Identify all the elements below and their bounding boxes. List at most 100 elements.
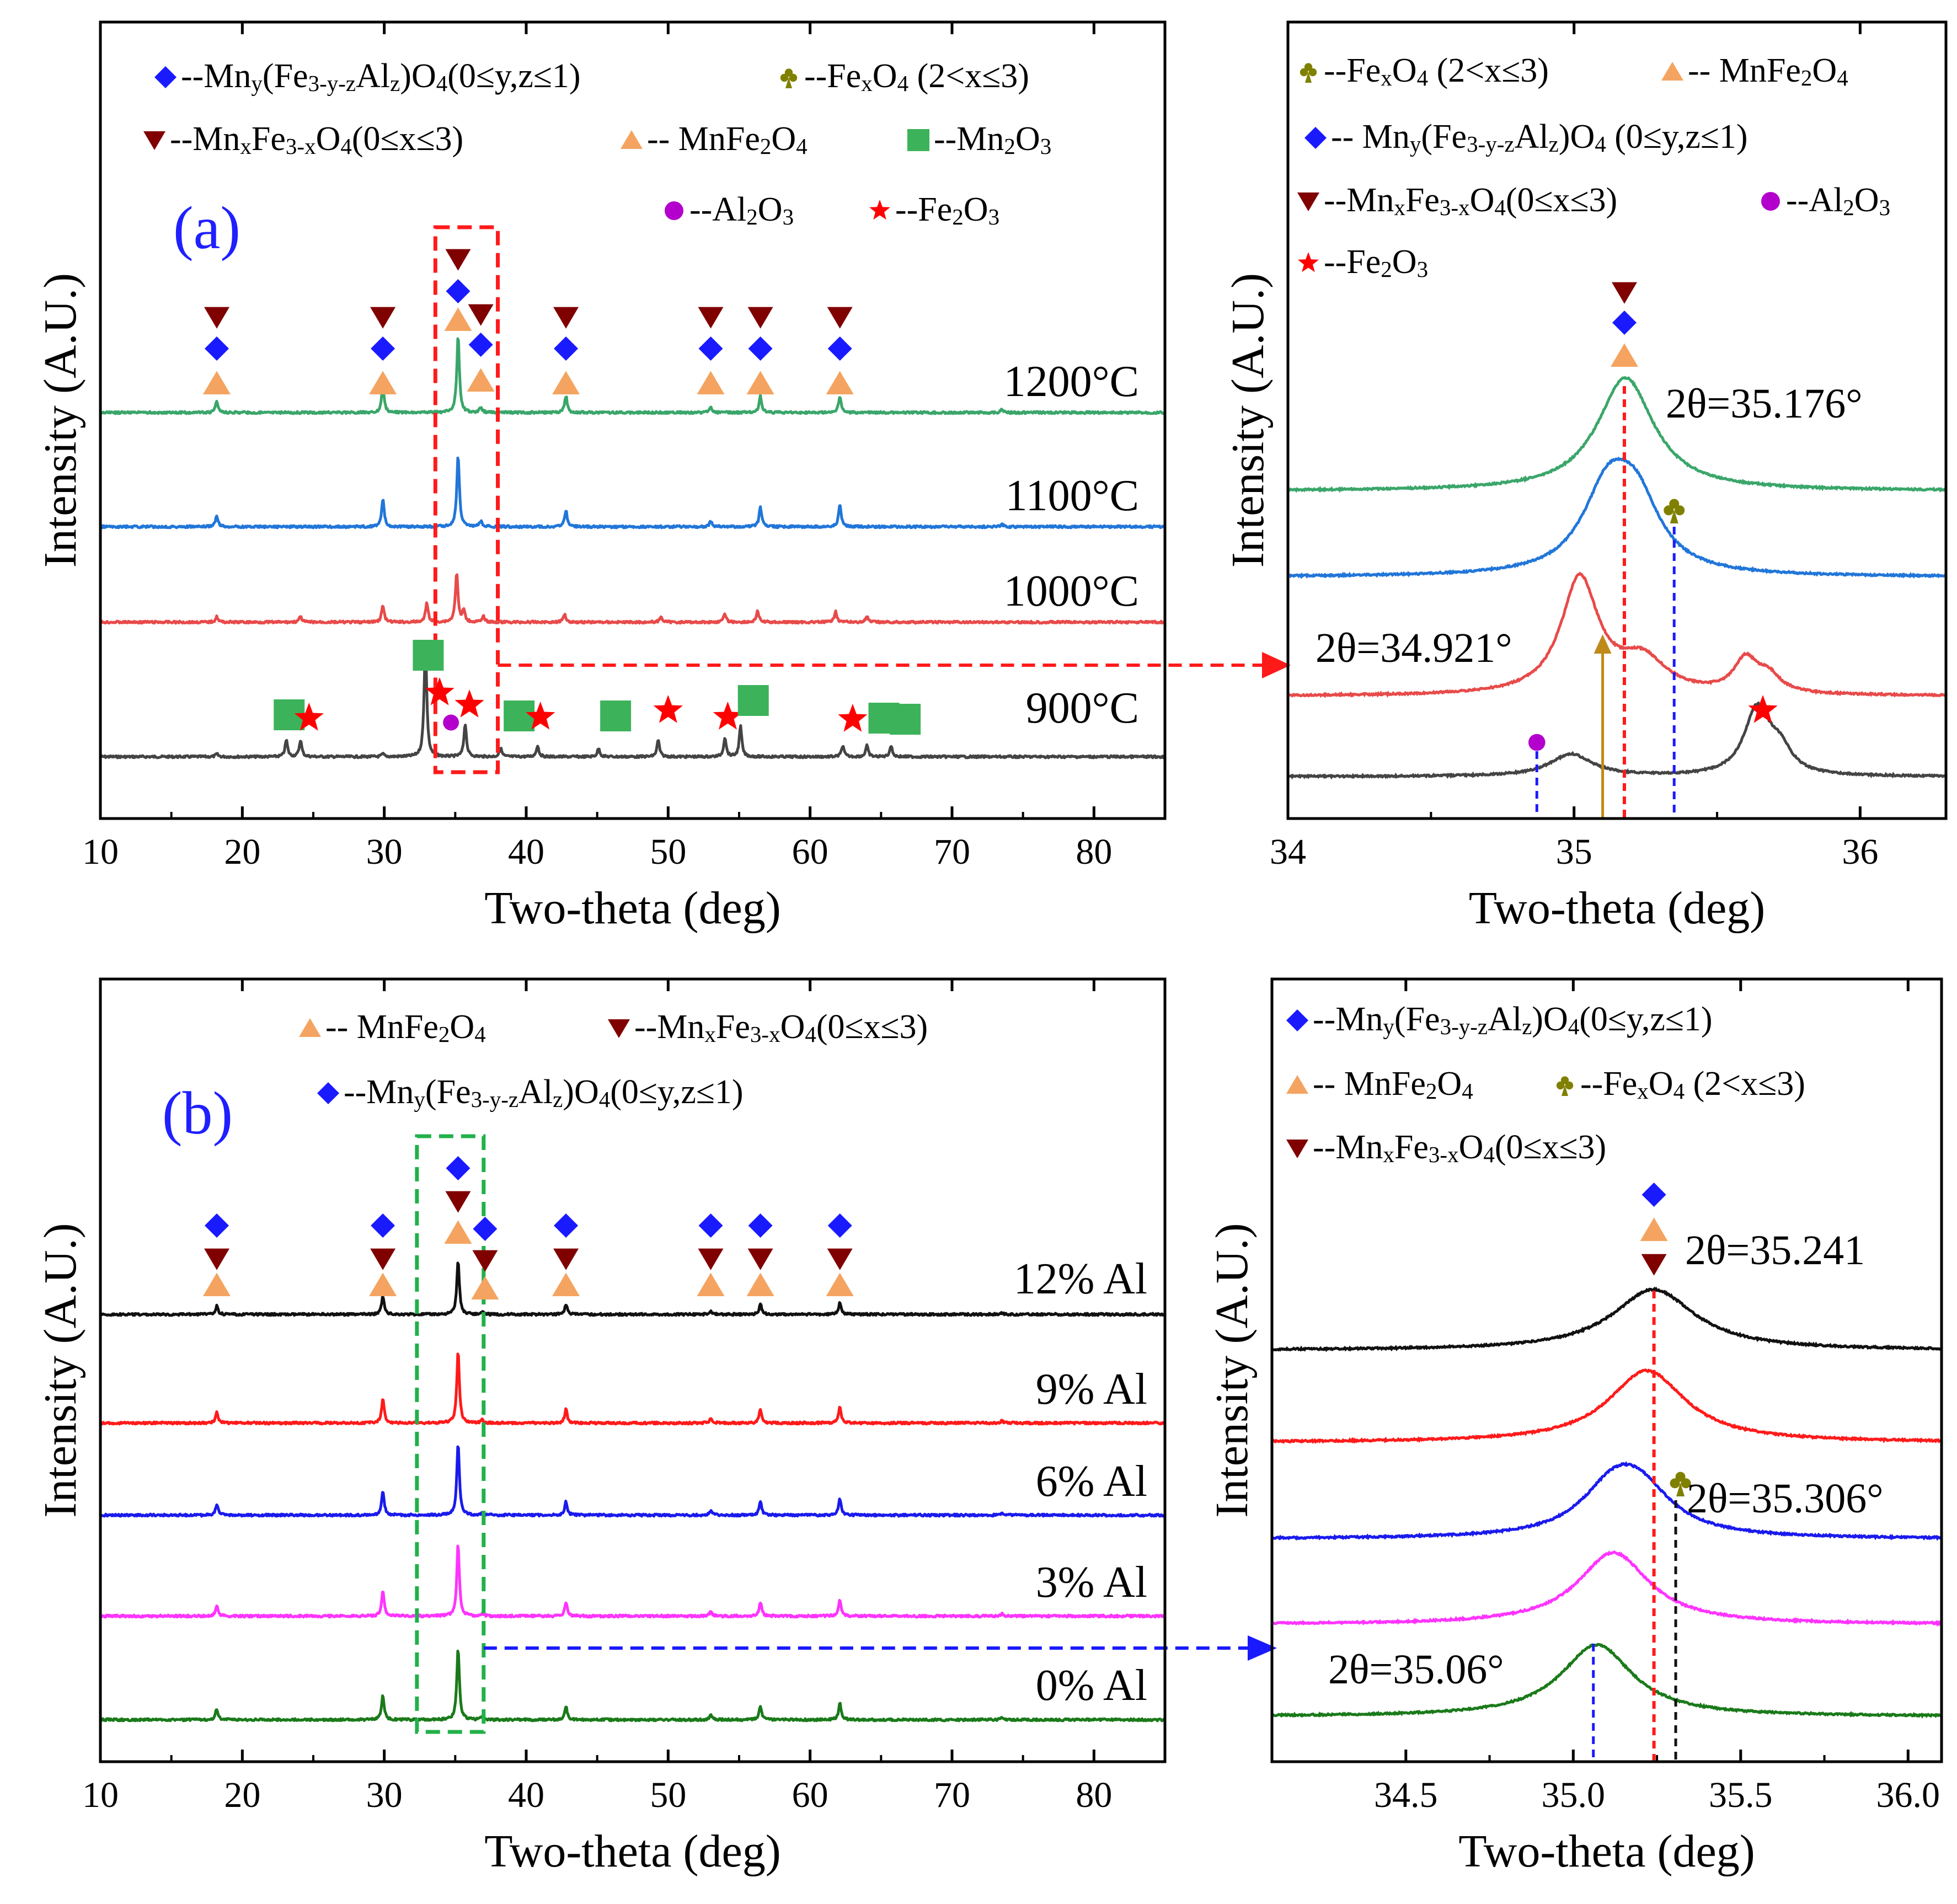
club-marker [1565, 1081, 1574, 1090]
diamond-marker [371, 1213, 395, 1238]
diamond-marker [827, 1213, 852, 1238]
star-marker [425, 677, 455, 705]
panel-b-x-tick-label: 40 [508, 1775, 544, 1815]
down-triangle-marker [445, 1191, 471, 1213]
up-triangle-marker [467, 368, 495, 392]
curve-0% Al [99, 1649, 1167, 1723]
up-triangle-marker [471, 1276, 499, 1299]
curve-6% Al [99, 1445, 1166, 1518]
diamond-marker [554, 1213, 579, 1238]
panel-b-x-tick-label: 30 [366, 1775, 403, 1815]
zoom-a-arrowhead [1594, 634, 1612, 654]
panel-a-x-tick-label: 60 [792, 832, 828, 872]
zoom-b-annotation-main: 2θ=35.241 [1685, 1227, 1865, 1274]
zoom-b-legend-mnfe2o4: -- MnFe2O4 [1313, 1065, 1473, 1104]
zoom-a-legend-mnfe2o4: -- MnFe2O4 [1688, 52, 1848, 90]
panel-a-zoom-x-tick-label: 35 [1556, 832, 1592, 872]
up-triangle-marker [621, 130, 643, 149]
panel-b-y-axis-title: Intensity (A.U.) [35, 1223, 86, 1517]
square-marker [600, 700, 632, 731]
curves-layer [99, 337, 1948, 1723]
curve-3% Al [99, 1544, 1166, 1619]
up-triangle-marker [369, 371, 397, 394]
curve-label: 1100°C [1006, 472, 1139, 520]
diamond-marker [827, 336, 852, 361]
panel-a-x-tick-label: 80 [1076, 832, 1112, 872]
panel-b-zoom-x-tick-label: 34.5 [1374, 1775, 1438, 1815]
panel-b-legend-mnxfe: --MnxFe3-xO4(0≤x≤3) [634, 1008, 928, 1047]
club-marker [1562, 1085, 1568, 1096]
star-marker [526, 702, 555, 730]
panel-b-zoom-x-axis-title: Two-theta (deg) [1458, 1826, 1755, 1877]
legend-spinel_al: --Mny(Fe3-y-zAlz)O4(0≤y,z≤1) [181, 57, 581, 96]
zoom-a-curve-1000°C [1287, 571, 1947, 699]
star-marker [455, 689, 484, 718]
square-marker [907, 129, 929, 151]
panel-a-x-tick-label: 70 [934, 832, 970, 872]
down-triangle-marker [827, 1248, 853, 1270]
markers-layer [143, 62, 1780, 1496]
panel-b-zoom-x-tick-label: 35.0 [1542, 1775, 1606, 1815]
down-triangle-marker [1286, 1140, 1308, 1158]
down-triangle-marker [698, 1248, 724, 1270]
diamond-marker [554, 336, 579, 361]
curve-9% Al [99, 1352, 1166, 1426]
up-triangle-marker [203, 371, 231, 394]
up-triangle-marker [444, 307, 472, 331]
curve-label: 6% Al [1036, 1457, 1147, 1506]
panel-a-x-tick-label: 10 [82, 832, 119, 872]
panel-a-link-arrowhead [1262, 652, 1291, 678]
down-triangle-marker [608, 1019, 630, 1038]
panel-a-x-axis-title: Two-theta (deg) [484, 883, 781, 934]
curve-label: 1000°C [1004, 567, 1139, 616]
curve-12% Al [99, 1261, 1166, 1317]
diamond-marker [468, 333, 493, 357]
zoom-b-curve-12% Al [1271, 1286, 1943, 1352]
zoom-a-annotation-main: 2θ=35.176° [1666, 381, 1863, 427]
panel-b-x-tick-label: 50 [650, 1775, 686, 1815]
diamond-marker [154, 66, 177, 88]
down-triangle-marker [553, 307, 579, 329]
zoom-a-curve-1100°C [1286, 456, 1947, 580]
star-marker [713, 702, 742, 730]
up-triangle-marker [746, 1272, 774, 1296]
up-triangle-marker [746, 371, 774, 394]
diamond-marker [698, 1213, 723, 1238]
down-triangle-marker [370, 307, 396, 329]
club-marker [1560, 1076, 1569, 1084]
legend-mnfe2o4: -- MnFe2O4 [647, 120, 808, 159]
panel-b-link-arrowhead [1248, 1635, 1277, 1661]
panel-a-zoom-y-axis-title: Intensity (A.U.) [1222, 273, 1274, 568]
star-marker [869, 200, 890, 220]
down-triangle-marker [204, 307, 230, 329]
panel-a-tag: (a) [173, 194, 240, 261]
zoom-a-legend-fe2o3: --Fe2O3 [1324, 243, 1428, 282]
zoom-b-annotation-0al: 2θ=35.06° [1328, 1646, 1504, 1693]
curve-1200°C [99, 337, 1166, 415]
club-marker [1670, 1478, 1680, 1489]
zoom-b-legend-mnxfe: --MnxFe3-xO4(0≤x≤3) [1313, 1129, 1606, 1167]
diamond-marker [205, 1213, 229, 1238]
panel-b-tag: (b) [162, 1079, 233, 1147]
square-marker [737, 685, 769, 716]
down-triangle-marker [747, 307, 773, 329]
circle-marker [665, 201, 683, 220]
guides-layer [415, 225, 1677, 1762]
diamond-marker [446, 279, 470, 303]
down-triangle-marker [553, 1248, 579, 1270]
zoom-b-curve-0% Al [1271, 1643, 1942, 1719]
panel-a-x-tick-label: 30 [366, 832, 403, 872]
up-triangle-marker [697, 371, 725, 394]
diamond-marker [748, 336, 773, 361]
club-marker [1556, 1081, 1565, 1090]
panel-b-zoom-x-tick-label: 35.5 [1709, 1775, 1773, 1815]
club-marker [1300, 68, 1308, 77]
text-layer: 10 20 30 40 50 60 70 80 Two-theta (deg) Intensity… [35, 52, 1940, 1877]
curve-label: 3% Al [1036, 1558, 1147, 1607]
zoom-a-legend-mnxfe: --MnxFe3-xO4(0≤x≤3) [1324, 181, 1617, 220]
star-marker [1748, 695, 1778, 723]
up-triangle-marker [203, 1272, 231, 1296]
diamond-marker [371, 336, 395, 361]
zoom-b-legend-spinel_al: --Mny(Fe3-y-zAlz)O4(0≤y,z≤1) [1313, 1001, 1713, 1039]
